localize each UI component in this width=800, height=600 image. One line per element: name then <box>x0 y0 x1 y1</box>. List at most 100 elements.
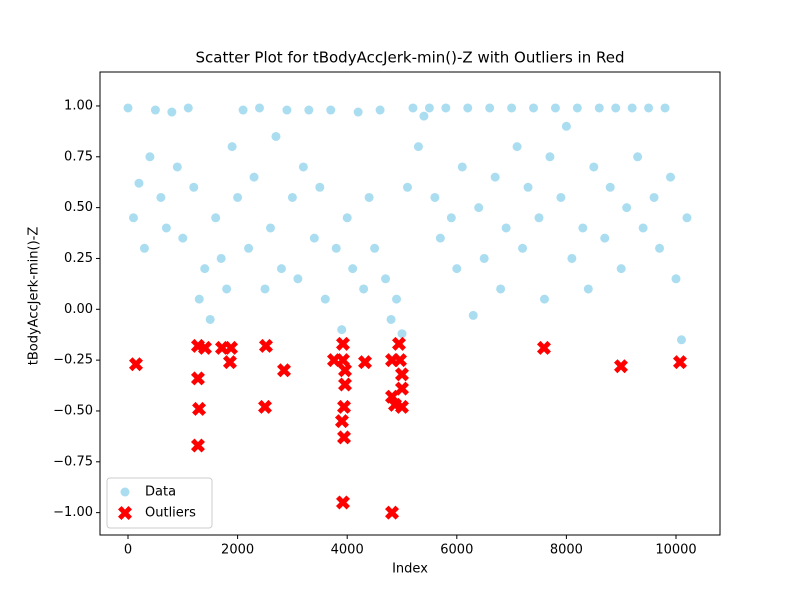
data-point <box>468 310 478 320</box>
outlier-marker <box>222 355 237 370</box>
legend-marker <box>120 487 130 497</box>
data-point <box>496 284 506 294</box>
data-point <box>304 105 314 115</box>
data-point <box>233 192 243 202</box>
data-point <box>523 182 533 192</box>
data-point <box>682 213 692 223</box>
data-point <box>529 103 539 113</box>
data-point <box>556 192 566 202</box>
outlier-marker <box>224 340 239 355</box>
data-point <box>386 314 396 324</box>
data-point <box>550 103 560 113</box>
data-point <box>660 103 670 113</box>
data-point <box>671 274 681 284</box>
data-point <box>616 264 626 274</box>
data-point <box>271 131 281 141</box>
data-point <box>463 103 473 113</box>
data-point <box>622 203 632 213</box>
data-point <box>320 294 330 304</box>
data-point <box>638 223 648 233</box>
data-point <box>222 284 232 294</box>
data-point <box>139 243 149 253</box>
outlier-marker <box>337 430 352 445</box>
data-point <box>490 172 500 182</box>
data-point <box>200 264 210 274</box>
data-point <box>430 192 440 202</box>
data-point <box>265 223 275 233</box>
data-point <box>211 213 221 223</box>
data-point <box>600 233 610 243</box>
data-point <box>594 103 604 113</box>
data-point <box>649 192 659 202</box>
outlier-marker <box>338 363 353 378</box>
data-point <box>227 142 237 152</box>
outlier-marker <box>385 389 400 404</box>
data-point <box>145 152 155 162</box>
data-point <box>178 233 188 243</box>
data-point <box>413 142 423 152</box>
data-point <box>370 243 380 253</box>
chart-title: Scatter Plot for tBodyAccJerk-min()-Z wi… <box>196 49 625 67</box>
x-tick-label: 10000 <box>655 543 696 558</box>
outlier-marker <box>394 381 409 396</box>
data-point <box>167 107 177 117</box>
legend-label: Data <box>145 485 176 500</box>
data-point <box>392 294 402 304</box>
data-point <box>183 103 193 113</box>
data-point <box>172 162 182 172</box>
data-point <box>485 103 495 113</box>
outlier-marker <box>192 401 207 416</box>
outlier-marker <box>335 353 350 368</box>
x-tick-label: 4000 <box>331 543 364 558</box>
data-point <box>364 192 374 202</box>
outlier-marker <box>391 336 406 351</box>
data-point <box>408 103 418 113</box>
outlier-marker <box>334 414 349 429</box>
outlier-marker <box>394 367 409 382</box>
data-point <box>276 264 286 274</box>
data-point <box>287 192 297 202</box>
legend-marker <box>118 506 132 520</box>
y-tick-label: 0.00 <box>64 302 93 317</box>
data-point <box>134 178 144 188</box>
outlier-marker <box>277 363 292 378</box>
outlier-marker <box>197 340 212 355</box>
data-point <box>348 264 358 274</box>
data-point <box>518 243 528 253</box>
data-point <box>381 274 391 284</box>
x-tick-label: 2000 <box>221 543 254 558</box>
outlier-marker <box>258 399 273 414</box>
data-point <box>189 182 199 192</box>
data-point <box>194 294 204 304</box>
outlier-marker <box>385 505 400 520</box>
data-point <box>534 213 544 223</box>
y-tick-label: 0.25 <box>64 251 93 266</box>
data-point <box>545 152 555 162</box>
outlier-marker <box>358 355 373 370</box>
data-point <box>452 264 462 274</box>
data-point <box>298 162 308 172</box>
data-point <box>397 329 407 339</box>
data-point <box>572 103 582 113</box>
data-point <box>359 284 369 294</box>
outlier-marker <box>536 340 551 355</box>
y-axis-label: tBodyAccJerk-min()-Z <box>27 227 42 366</box>
data-point <box>441 103 451 113</box>
y-tick-label: −1.00 <box>53 505 93 520</box>
y-tick-label: −0.75 <box>53 454 93 469</box>
data-point <box>435 233 445 243</box>
data-point <box>589 162 599 172</box>
outlier-marker <box>337 399 352 414</box>
data-point <box>123 103 133 113</box>
data-point <box>666 172 676 182</box>
data-point <box>501 223 511 233</box>
data-point <box>150 105 160 115</box>
data-point <box>337 325 347 335</box>
data-point <box>309 233 319 243</box>
legend-box <box>106 477 213 529</box>
data-point <box>644 103 654 113</box>
data-point <box>156 192 166 202</box>
outlier-marker <box>190 371 205 386</box>
data-point <box>561 121 571 131</box>
